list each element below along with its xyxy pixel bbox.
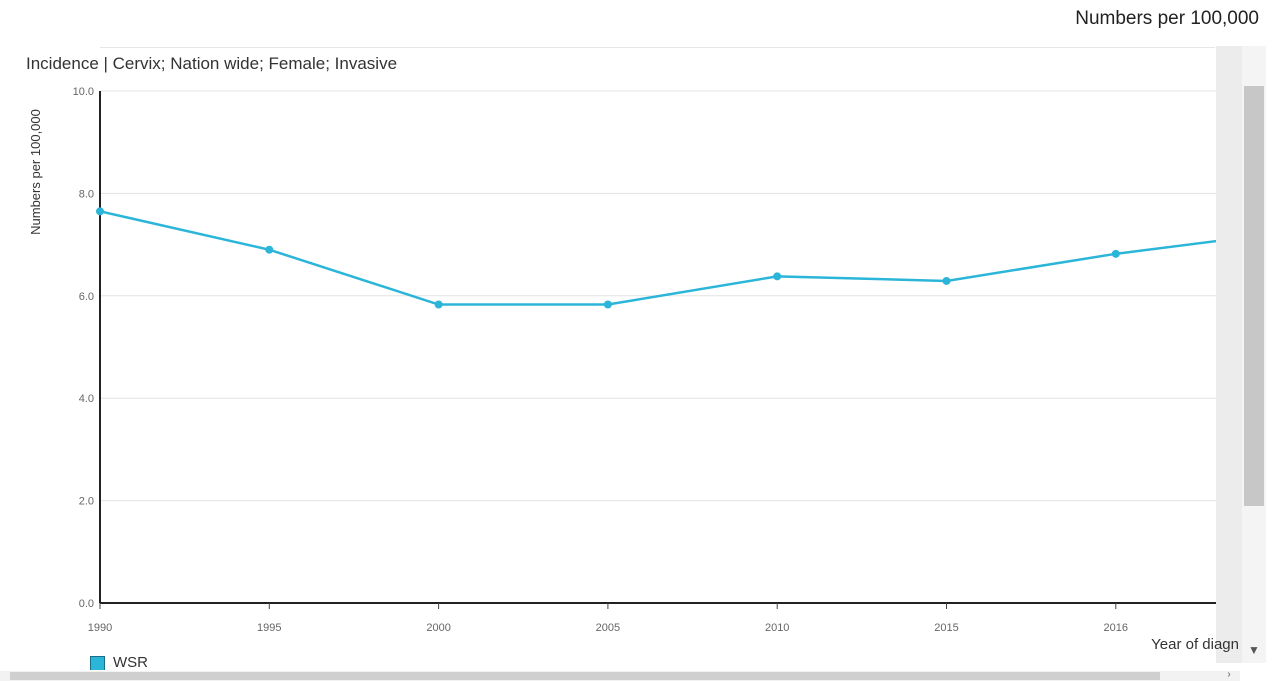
data-point xyxy=(773,272,782,281)
vertical-scroll-track xyxy=(1216,46,1242,663)
x-tick-label: 2000 xyxy=(426,622,450,634)
data-point xyxy=(96,207,104,216)
data-point xyxy=(942,276,951,285)
data-point xyxy=(434,300,443,309)
scroll-down-arrow-icon[interactable]: ▼ xyxy=(1248,643,1260,657)
chart-title: Incidence | Cervix; Nation wide; Female;… xyxy=(26,54,398,73)
y-tick-label: 4.0 xyxy=(79,393,94,405)
horizontal-scrollbar-thumb[interactable] xyxy=(10,672,1160,680)
scroll-right-arrow-icon[interactable]: › xyxy=(1227,669,1231,680)
y-tick-label: 8.0 xyxy=(79,188,94,200)
series-line xyxy=(99,210,1242,306)
x-axis-title: Year of diagn xyxy=(1151,636,1239,653)
y-tick-label: 2.0 xyxy=(79,496,94,508)
y-tick-label: 0.0 xyxy=(79,598,94,610)
x-tick-label: 2016 xyxy=(1104,622,1128,634)
legend-label-wsr[interactable]: WSR xyxy=(113,654,148,670)
vertical-scrollbar-thumb[interactable] xyxy=(1244,86,1264,506)
x-tick-label: 1990 xyxy=(88,622,112,634)
panel-top-border xyxy=(100,47,1215,48)
data-point xyxy=(1111,249,1120,258)
y-tick-label: 10.0 xyxy=(73,86,94,98)
y-axis-title: Numbers per 100,000 xyxy=(28,109,43,235)
x-tick-label: 2010 xyxy=(765,622,789,634)
legend-swatch-wsr[interactable] xyxy=(90,656,105,670)
data-point xyxy=(603,300,612,309)
unit-label: Numbers per 100,000 xyxy=(1075,8,1259,29)
y-tick-label: 6.0 xyxy=(79,291,94,303)
x-tick-label: 2005 xyxy=(596,622,620,634)
x-tick-label: 2015 xyxy=(934,622,958,634)
data-point xyxy=(265,245,274,254)
legend: WSR xyxy=(90,654,148,670)
x-tick-label: 1995 xyxy=(257,622,281,634)
